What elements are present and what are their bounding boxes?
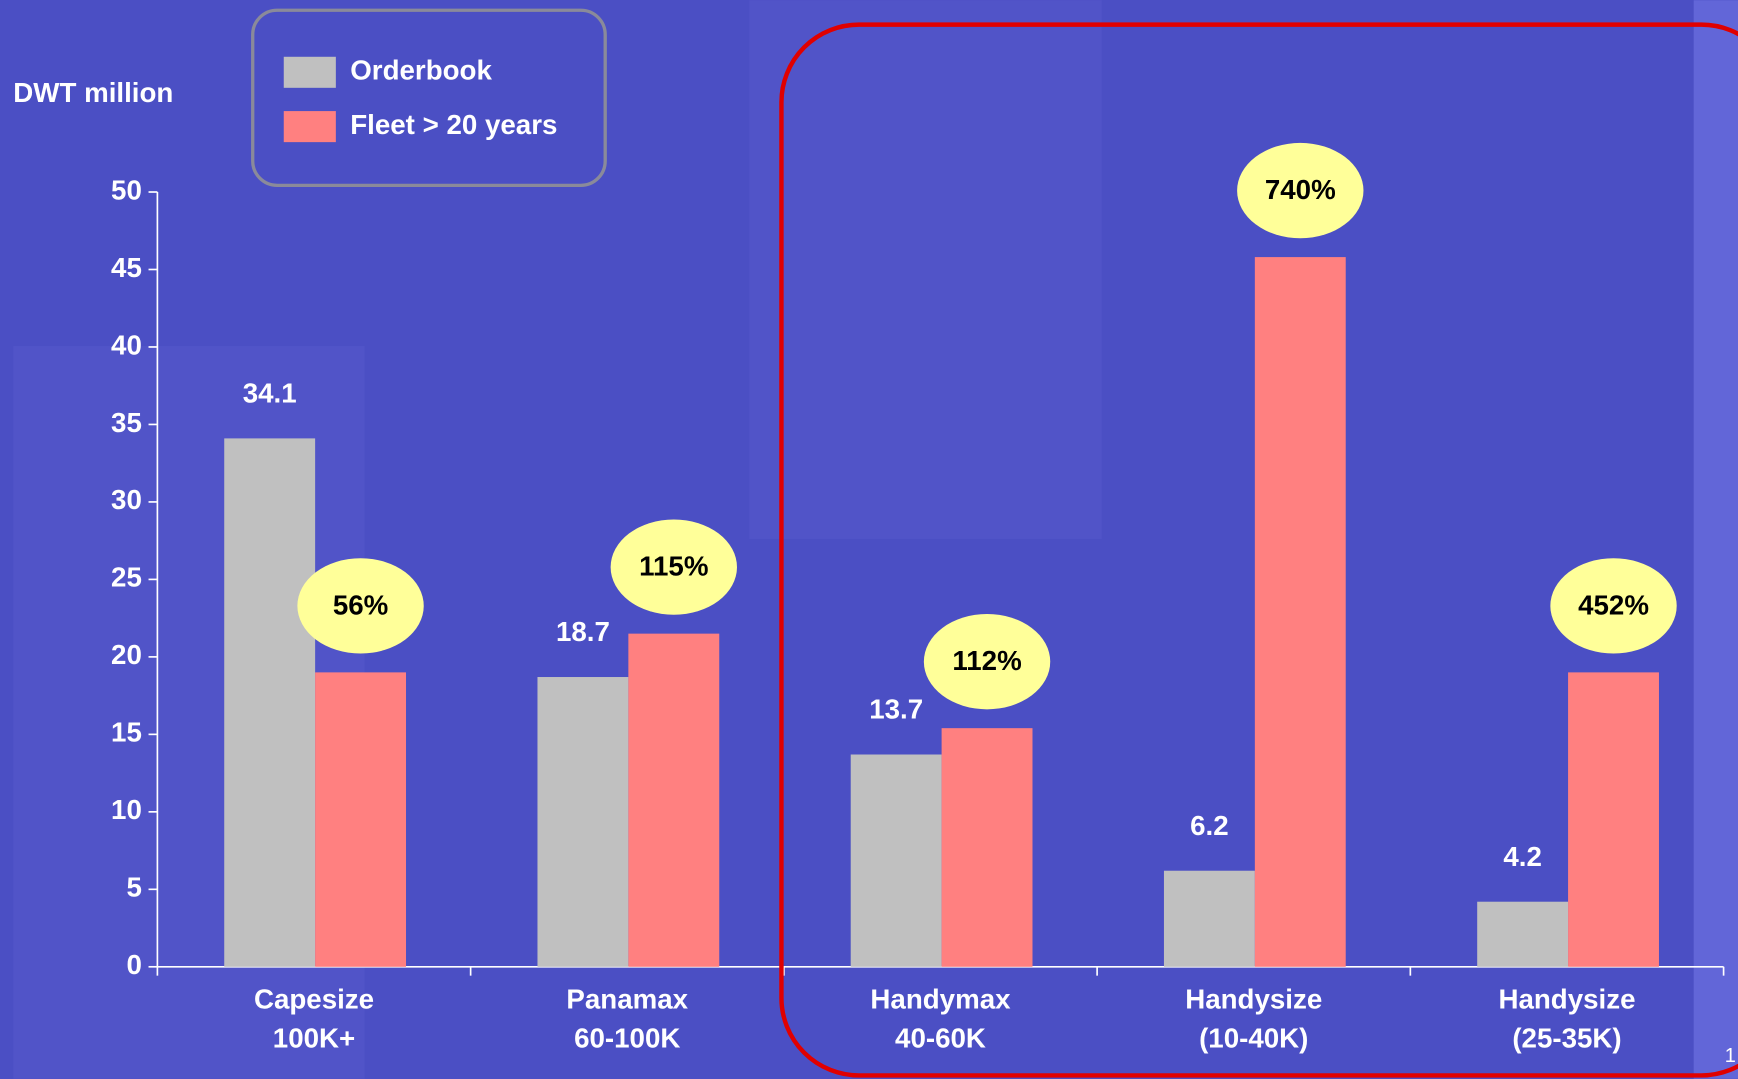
bar: [1568, 672, 1659, 967]
bar: [315, 672, 407, 967]
annotation: 56%: [333, 589, 388, 620]
y-tick-label: 40: [111, 329, 142, 360]
bar: [224, 438, 316, 967]
annotation-bubble: [610, 519, 737, 615]
y-axis-label: DWT million: [13, 77, 173, 108]
x-tick-label: (25-35K): [1512, 1022, 1621, 1053]
x-tick-label: Handysize: [1498, 983, 1635, 1014]
bar: [628, 633, 720, 967]
bar: [1477, 901, 1569, 967]
highlight-frame: [779, 22, 1738, 1078]
data-label: 4.2: [1503, 841, 1542, 872]
y-tick-label: 10: [111, 794, 142, 825]
legend-box: [251, 8, 607, 188]
x-tick-label: 40-60K: [895, 1022, 986, 1053]
x-tick-label: Handymax: [870, 983, 1011, 1014]
y-tick-label: 50: [111, 174, 142, 205]
page-number: 1: [1725, 1045, 1736, 1067]
data-label: 6.2: [1190, 810, 1229, 841]
annotation-bubble: [1550, 558, 1677, 654]
data-label: 18.7: [556, 616, 610, 647]
annotation: 452%: [1578, 589, 1649, 620]
y-tick-label: 30: [111, 484, 142, 515]
y-tick-label: 25: [111, 562, 142, 593]
legend-swatch: [283, 111, 336, 143]
bar: [850, 754, 942, 967]
annotation-bubble: [297, 558, 424, 654]
bar: [941, 728, 1033, 967]
x-tick-label: (10-40K): [1199, 1022, 1308, 1053]
legend-swatch: [283, 56, 336, 88]
annotation: 115%: [639, 551, 708, 582]
y-tick-label: 5: [126, 872, 141, 903]
bar: [1163, 870, 1255, 967]
x-tick-label: Handysize: [1185, 983, 1322, 1014]
x-tick-label: Capesize: [254, 983, 374, 1014]
y-tick-label: 35: [111, 407, 142, 438]
y-tick-label: 0: [126, 949, 141, 980]
data-label: 34.1: [243, 377, 297, 408]
data-label: 13.7: [869, 694, 923, 725]
y-tick-label: 45: [111, 252, 142, 283]
annotation-bubble: [923, 613, 1051, 710]
legend-label: Fleet > 20 years: [350, 109, 557, 140]
bar: [537, 677, 629, 967]
texture: [749, 0, 1102, 539]
annotation: 740%: [1265, 174, 1336, 205]
texture: [1693, 0, 1738, 1079]
annotation-bubble: [1237, 142, 1364, 239]
x-tick-label: 60-100K: [574, 1022, 680, 1053]
y-tick-label: 20: [111, 639, 142, 670]
bar: [1254, 257, 1346, 967]
legend-label: Orderbook: [350, 55, 492, 86]
x-tick-label: Panamax: [566, 983, 688, 1014]
x-tick-label: 100K+: [273, 1022, 355, 1053]
y-tick-label: 15: [111, 717, 142, 748]
annotation: 112%: [952, 645, 1021, 676]
